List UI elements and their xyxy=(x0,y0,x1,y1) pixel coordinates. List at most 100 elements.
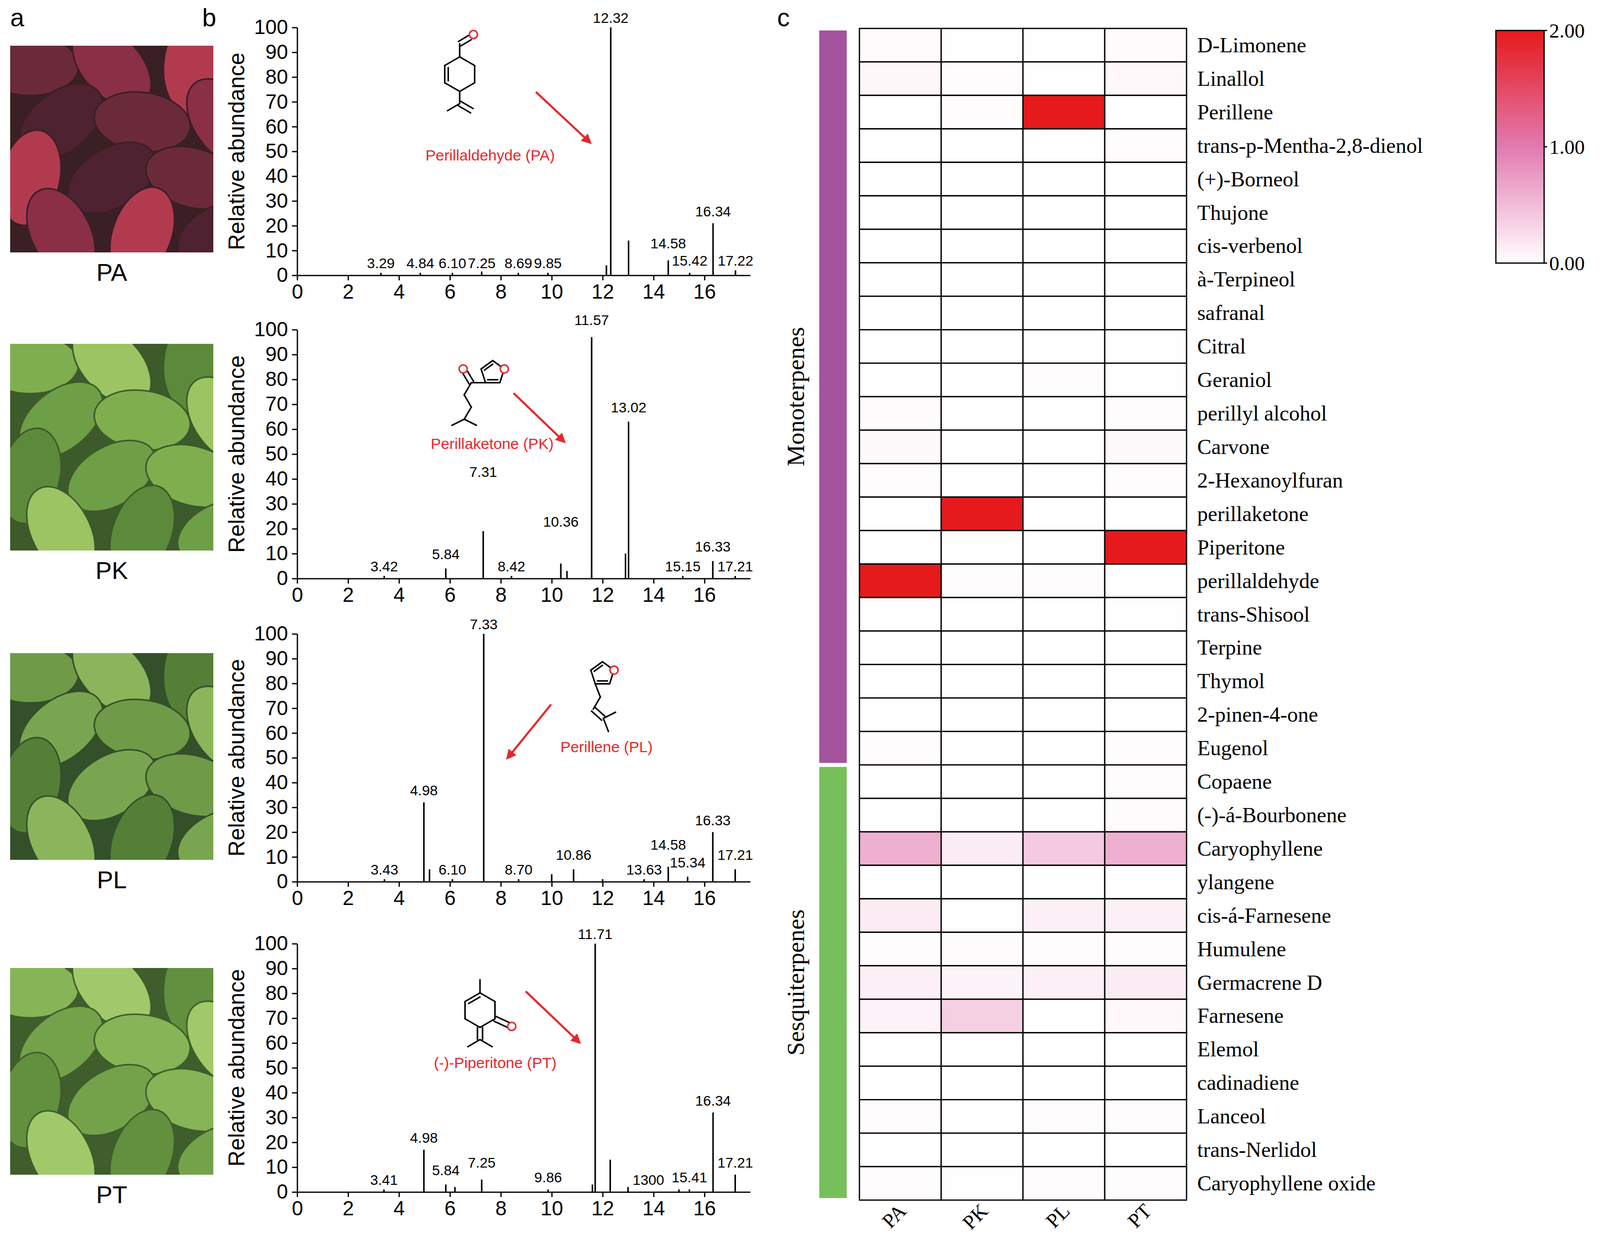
cell xyxy=(941,396,1023,431)
x-axis: 0246810121416 xyxy=(291,578,751,606)
group-label: Monoterpenes xyxy=(782,327,810,467)
x-tick-mark xyxy=(347,578,349,584)
cell xyxy=(1022,999,1105,1034)
peak xyxy=(734,1174,736,1193)
y-tick-label: 90 xyxy=(265,647,289,670)
x-tick-label: 12 xyxy=(591,583,615,606)
x-tick: 12 xyxy=(591,881,615,910)
x-tick-label: 8 xyxy=(495,280,507,303)
x-tick-mark xyxy=(704,1192,706,1198)
group-bar xyxy=(819,30,847,763)
peaks xyxy=(384,943,736,1193)
bond xyxy=(459,82,475,92)
peak xyxy=(712,1112,714,1193)
x-tick-mark xyxy=(602,578,604,584)
peak-label: 8.42 xyxy=(497,558,526,575)
peak-label: 9.85 xyxy=(533,255,562,272)
row-label: (+)-Borneol xyxy=(1197,167,1300,192)
cell xyxy=(1022,296,1105,330)
cell xyxy=(941,1032,1023,1067)
cell xyxy=(1022,865,1105,900)
y-tick: 90 xyxy=(265,40,298,63)
x-tick-mark xyxy=(602,1192,604,1198)
cell xyxy=(1022,1066,1105,1100)
compound-label: Perillene (PL) xyxy=(560,738,653,756)
y-tick: 90 xyxy=(265,342,298,366)
bond xyxy=(597,680,608,682)
y-tick-mark xyxy=(292,807,298,809)
x-tick: 2 xyxy=(342,881,355,910)
row-label: 2-Hexanoylfuran xyxy=(1197,468,1343,493)
y-tick-label: 70 xyxy=(265,392,289,415)
row-label: Humulene xyxy=(1197,937,1287,962)
x-tick: 2 xyxy=(342,1192,355,1220)
cell xyxy=(1104,1099,1187,1134)
cell xyxy=(1022,932,1105,967)
x-tick-label: 6 xyxy=(444,583,456,606)
y-tick: 50 xyxy=(265,139,298,163)
photo xyxy=(10,968,214,1175)
x-tick: 14 xyxy=(642,881,666,910)
cell xyxy=(941,932,1023,967)
peak-label: 14.58 xyxy=(650,235,687,252)
cell xyxy=(859,463,942,498)
cell xyxy=(1022,28,1105,62)
y-tick: 60 xyxy=(265,417,298,440)
y-tick-label: 20 xyxy=(265,517,289,540)
photo xyxy=(10,343,214,551)
bond xyxy=(444,82,460,92)
y-tick-label: 100 xyxy=(253,317,288,341)
x-tick: 16 xyxy=(693,881,717,910)
cell xyxy=(1104,999,1187,1034)
row-label: perillaketone xyxy=(1197,502,1309,526)
peak-label: 7.33 xyxy=(469,616,498,633)
y-tick-label: 100 xyxy=(253,932,288,955)
y-tick-label: 60 xyxy=(265,417,289,440)
x-tick: 10 xyxy=(540,1192,564,1220)
y-tick: 40 xyxy=(265,467,298,490)
y-tick-label: 90 xyxy=(265,956,289,980)
cell xyxy=(1104,196,1187,230)
bond xyxy=(603,718,609,732)
y-tick-label: 100 xyxy=(253,622,288,645)
peak xyxy=(590,337,593,579)
bond xyxy=(496,1016,510,1023)
cell xyxy=(1104,329,1187,364)
y-tick: 80 xyxy=(265,65,298,88)
y-tick-mark xyxy=(292,428,298,431)
cell xyxy=(1022,731,1105,765)
cell xyxy=(941,61,1023,96)
cell xyxy=(859,530,942,565)
photo xyxy=(10,653,214,860)
x-tick-mark xyxy=(449,578,452,584)
peak-label: 16.34 xyxy=(695,1093,731,1109)
y-tick-mark xyxy=(292,968,298,970)
structure xyxy=(590,661,619,732)
y-axis: 0102030405060708090100 xyxy=(253,932,298,1203)
y-tick: 70 xyxy=(265,696,298,720)
oxygen-atom xyxy=(469,30,478,39)
bond xyxy=(461,101,474,109)
x-axis-line xyxy=(297,1191,751,1194)
y-tick-label: 80 xyxy=(265,65,289,88)
cells xyxy=(859,28,1187,1201)
x-tick-label: 0 xyxy=(291,886,303,910)
x-tick: 6 xyxy=(444,578,456,606)
x-tick-mark xyxy=(653,275,655,281)
y-tick: 10 xyxy=(265,541,298,565)
peak xyxy=(610,27,612,276)
y-tick: 0 xyxy=(276,263,298,286)
peak-label: 4.98 xyxy=(409,1130,438,1146)
peak xyxy=(712,561,714,579)
y-tick: 100 xyxy=(253,932,298,955)
panel-label: c xyxy=(777,3,790,32)
x-tick-mark xyxy=(602,881,604,887)
y-tick: 70 xyxy=(265,1006,298,1030)
y-tick: 0 xyxy=(276,1180,298,1203)
cell xyxy=(941,530,1023,565)
y-tick-mark xyxy=(292,553,298,555)
y-tick-mark xyxy=(292,378,298,381)
y-tick-mark xyxy=(292,856,298,858)
bond xyxy=(594,665,603,672)
x-tick: 14 xyxy=(642,578,666,606)
